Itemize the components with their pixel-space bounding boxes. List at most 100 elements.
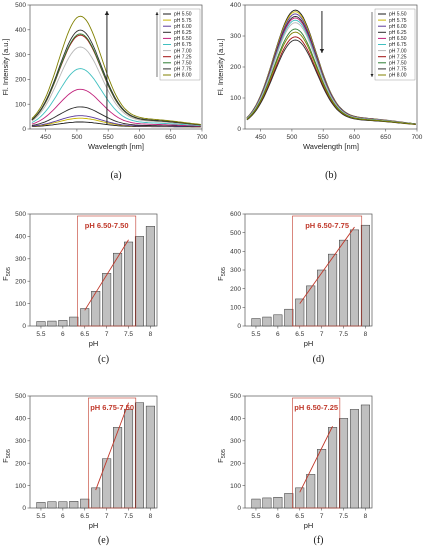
panel-caption: (b) [325,170,337,181]
x-tick-label: 5.5 [36,513,45,520]
y-tick-label: 0 [237,505,241,512]
bar [91,487,101,509]
x-tick-label: 600 [134,134,145,141]
bar [102,273,112,327]
y-tick-label: 500 [15,2,26,9]
panel-a: 0 100 200 300 400 500 450 500 550 600 650 700 Wavele… [1,2,208,181]
legend-label: pH 7.25 [389,54,407,60]
y-tick-label: 0 [237,126,241,133]
bar [328,427,338,509]
bar [262,497,272,509]
series-line [31,68,201,127]
bar [134,236,145,327]
panel-caption: (e) [98,535,109,546]
legend-label: pH 7.00 [389,48,407,54]
y-tick-label: 200 [230,64,241,71]
x-tick-label: 7 [320,331,324,338]
y-tick-label: 0 [237,323,241,330]
y-tick-label: 500 [15,393,26,400]
x-tick-label: 6.5 [80,331,89,338]
bar [317,449,327,509]
bar [251,498,261,509]
bar [145,226,155,327]
legend-arrow-head [370,74,374,77]
panel-caption: (a) [110,170,121,181]
legend-label: pH 8.00 [389,73,407,79]
bar [349,229,360,327]
y-tick-label: 300 [230,33,241,40]
bar [306,474,316,509]
x-tick-label: 7.5 [339,331,348,338]
panel-caption: (f) [314,535,324,546]
bar [339,418,349,509]
series-line [31,15,201,125]
y-axis-label-main: F [216,458,225,463]
trend-arrow-head [104,11,110,15]
y-axis-label: Fl. Intensity [a.u.] [1,38,10,95]
y-axis-label: F505 [1,449,12,463]
x-tick-label: 8 [149,331,153,338]
x-tick-label: 700 [197,134,208,141]
x-tick-label: 6 [61,513,65,520]
x-tick-label: 7 [105,513,109,520]
x-tick-label: 7.5 [124,513,133,520]
y-axis-label: F505 [216,449,227,463]
x-tick-label: 6 [61,331,65,338]
bar [36,502,46,509]
bar [91,291,101,327]
panel-e: 0 100 200 300 400 500 5.5 6 6.5 7 7.5 8 pH F505 (e) pH … [1,393,158,546]
trend-arrow-head [319,49,325,53]
legend-label: pH 8.00 [174,73,192,79]
y-tick-label: 500 [230,230,241,237]
legend-label: pH 5.75 [389,18,407,24]
x-tick-label: 500 [286,134,297,141]
bar [102,458,112,509]
y-axis-label-main: F [1,458,10,463]
linear-range-box [292,397,341,509]
panel-caption: (c) [98,354,109,365]
series-line [31,46,201,126]
series-line [31,29,201,126]
y-tick-label: 500 [15,211,26,218]
x-tick-label: 6 [276,331,280,338]
x-axis-label: pH [304,521,314,530]
linear-range-label: pH 6.50-7.50 [85,221,129,230]
legend-label: pH 7.75 [389,67,407,73]
x-tick-label: 550 [318,134,329,141]
plot-frame [29,4,203,130]
panel-d: 0 100 200 300 400 500 600 5.5 6 6.5 7 7.5 8 pH F505 (d)… [216,211,373,365]
series-line [31,115,201,128]
y-axis-label-main: F [1,276,10,281]
x-tick-label: 450 [255,134,266,141]
y-tick-label: 0 [22,505,26,512]
legend-label: pH 6.25 [389,30,407,36]
x-axis-label: Wavelength [nm] [88,142,144,151]
y-tick-label: 200 [15,77,26,84]
y-axis-label-main: F [216,276,225,281]
y-tick-label: 300 [15,52,26,59]
legend-label: pH 5.50 [174,12,192,18]
bar [328,253,338,327]
y-tick-label: 600 [230,211,241,218]
y-axis-label-subscript: 505 [6,449,12,458]
bar [360,404,370,509]
legend-label: pH 7.25 [174,54,192,60]
bar [58,501,68,509]
legend-label: pH 7.50 [389,61,407,67]
legend-label: pH 5.75 [174,18,192,24]
y-tick-label: 300 [15,438,26,445]
legend-label: pH 7.75 [174,67,192,73]
bar [251,318,261,327]
linear-range-label: pH 6.50-7.25 [294,403,338,412]
bar [47,320,57,327]
x-tick-label: 7 [320,513,324,520]
x-tick-label: 8 [364,331,368,338]
bar [69,501,79,509]
y-tick-label: 300 [15,256,26,263]
legend-arrow-head [155,12,159,15]
x-tick-label: 6 [276,513,280,520]
linear-fit-line [299,426,333,493]
bar [80,308,90,327]
x-tick-label: 7.5 [339,513,348,520]
